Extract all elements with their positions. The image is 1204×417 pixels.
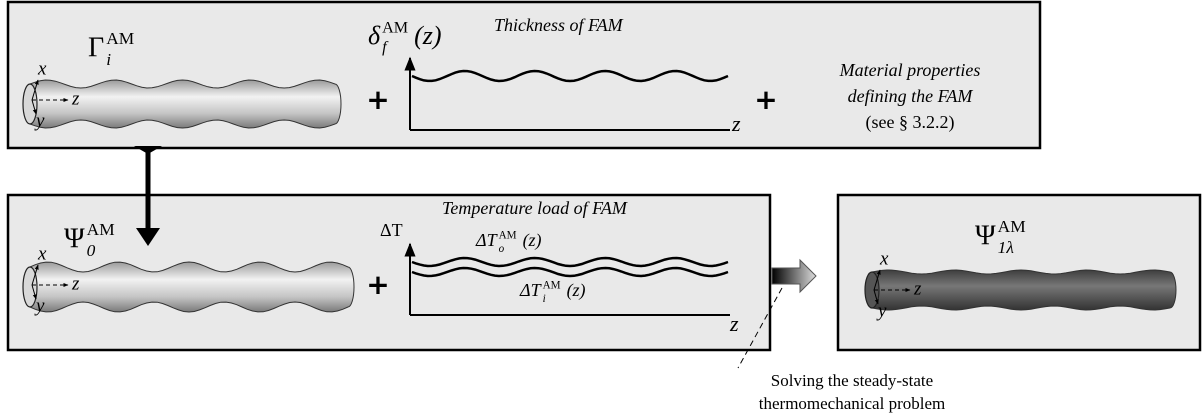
label-sub: 1λ: [998, 238, 1015, 257]
axis-arrow: [31, 99, 37, 115]
label-sup: AM: [998, 217, 1026, 236]
graph-title: Thickness of FAM: [494, 15, 624, 35]
axis-label: y: [34, 110, 45, 131]
material-text: (see § 3.2.2): [866, 112, 955, 133]
caption-leader: [737, 287, 783, 369]
axis-arrow: [873, 289, 879, 305]
axis-label: x: [37, 58, 47, 79]
material-text: defining the FAM: [848, 86, 974, 106]
axis-label: x: [37, 243, 47, 264]
label-sup: AM: [106, 29, 134, 48]
plus-sign: +: [754, 83, 777, 116]
label-base: δ: [368, 21, 381, 50]
flow-arrow-head: [136, 228, 160, 246]
axis-label: z: [731, 111, 741, 136]
label-arg: (z): [567, 280, 586, 301]
fiber-tube: [29, 79, 342, 129]
axis-arrow: [873, 269, 881, 291]
label-sup: AM: [382, 20, 408, 37]
deformed-tube-end: [864, 271, 880, 309]
label-sup: AM: [499, 229, 517, 241]
label-arg: (z): [414, 21, 441, 50]
label-arg: (z): [523, 230, 542, 251]
axis-label: x: [879, 248, 889, 269]
material-text: Material properties: [839, 60, 981, 80]
caption-line: thermomechanical problem: [759, 394, 945, 413]
axis-label: z: [729, 311, 739, 336]
axis-label: z: [913, 278, 922, 299]
fiber-tube-end: [22, 266, 38, 308]
label-base: ΔT: [475, 230, 499, 250]
axis-label: y: [876, 300, 887, 321]
inner-temperature-curve: [411, 266, 729, 278]
graph-title: Temperature load of FAM: [442, 198, 628, 218]
label-base: Ψ: [975, 220, 996, 251]
axis-label: z: [71, 273, 80, 294]
label-base: Γ: [88, 32, 104, 63]
outer-temperature-curve: [411, 256, 729, 268]
label-sub: o: [499, 243, 505, 255]
label-sup: AM: [543, 279, 561, 291]
deformed-tube: [871, 269, 1177, 311]
flow-arrow-tail: [134, 146, 162, 154]
axis-arrow: [31, 264, 39, 286]
label-sub: i: [106, 50, 111, 69]
caption-line: Solving the steady-state: [771, 371, 933, 390]
label-sub: i: [543, 293, 546, 305]
axis-arrow: [31, 79, 39, 101]
solve-arrow: [771, 258, 817, 294]
fiber-tube: [29, 261, 355, 313]
label-base: ΔT: [519, 280, 543, 300]
axis-arrow: [31, 284, 37, 300]
plus-sign: +: [366, 83, 389, 116]
label-base: Ψ: [64, 223, 85, 254]
axis-label: z: [71, 88, 80, 109]
plus-sign: +: [366, 268, 389, 301]
label-sub: 0: [87, 241, 96, 260]
thickness-curve: [411, 69, 729, 83]
axis-label: y: [34, 295, 45, 316]
axis-label: ΔT: [380, 220, 403, 240]
label-sub: f: [382, 39, 389, 56]
label-sup: AM: [87, 220, 115, 239]
